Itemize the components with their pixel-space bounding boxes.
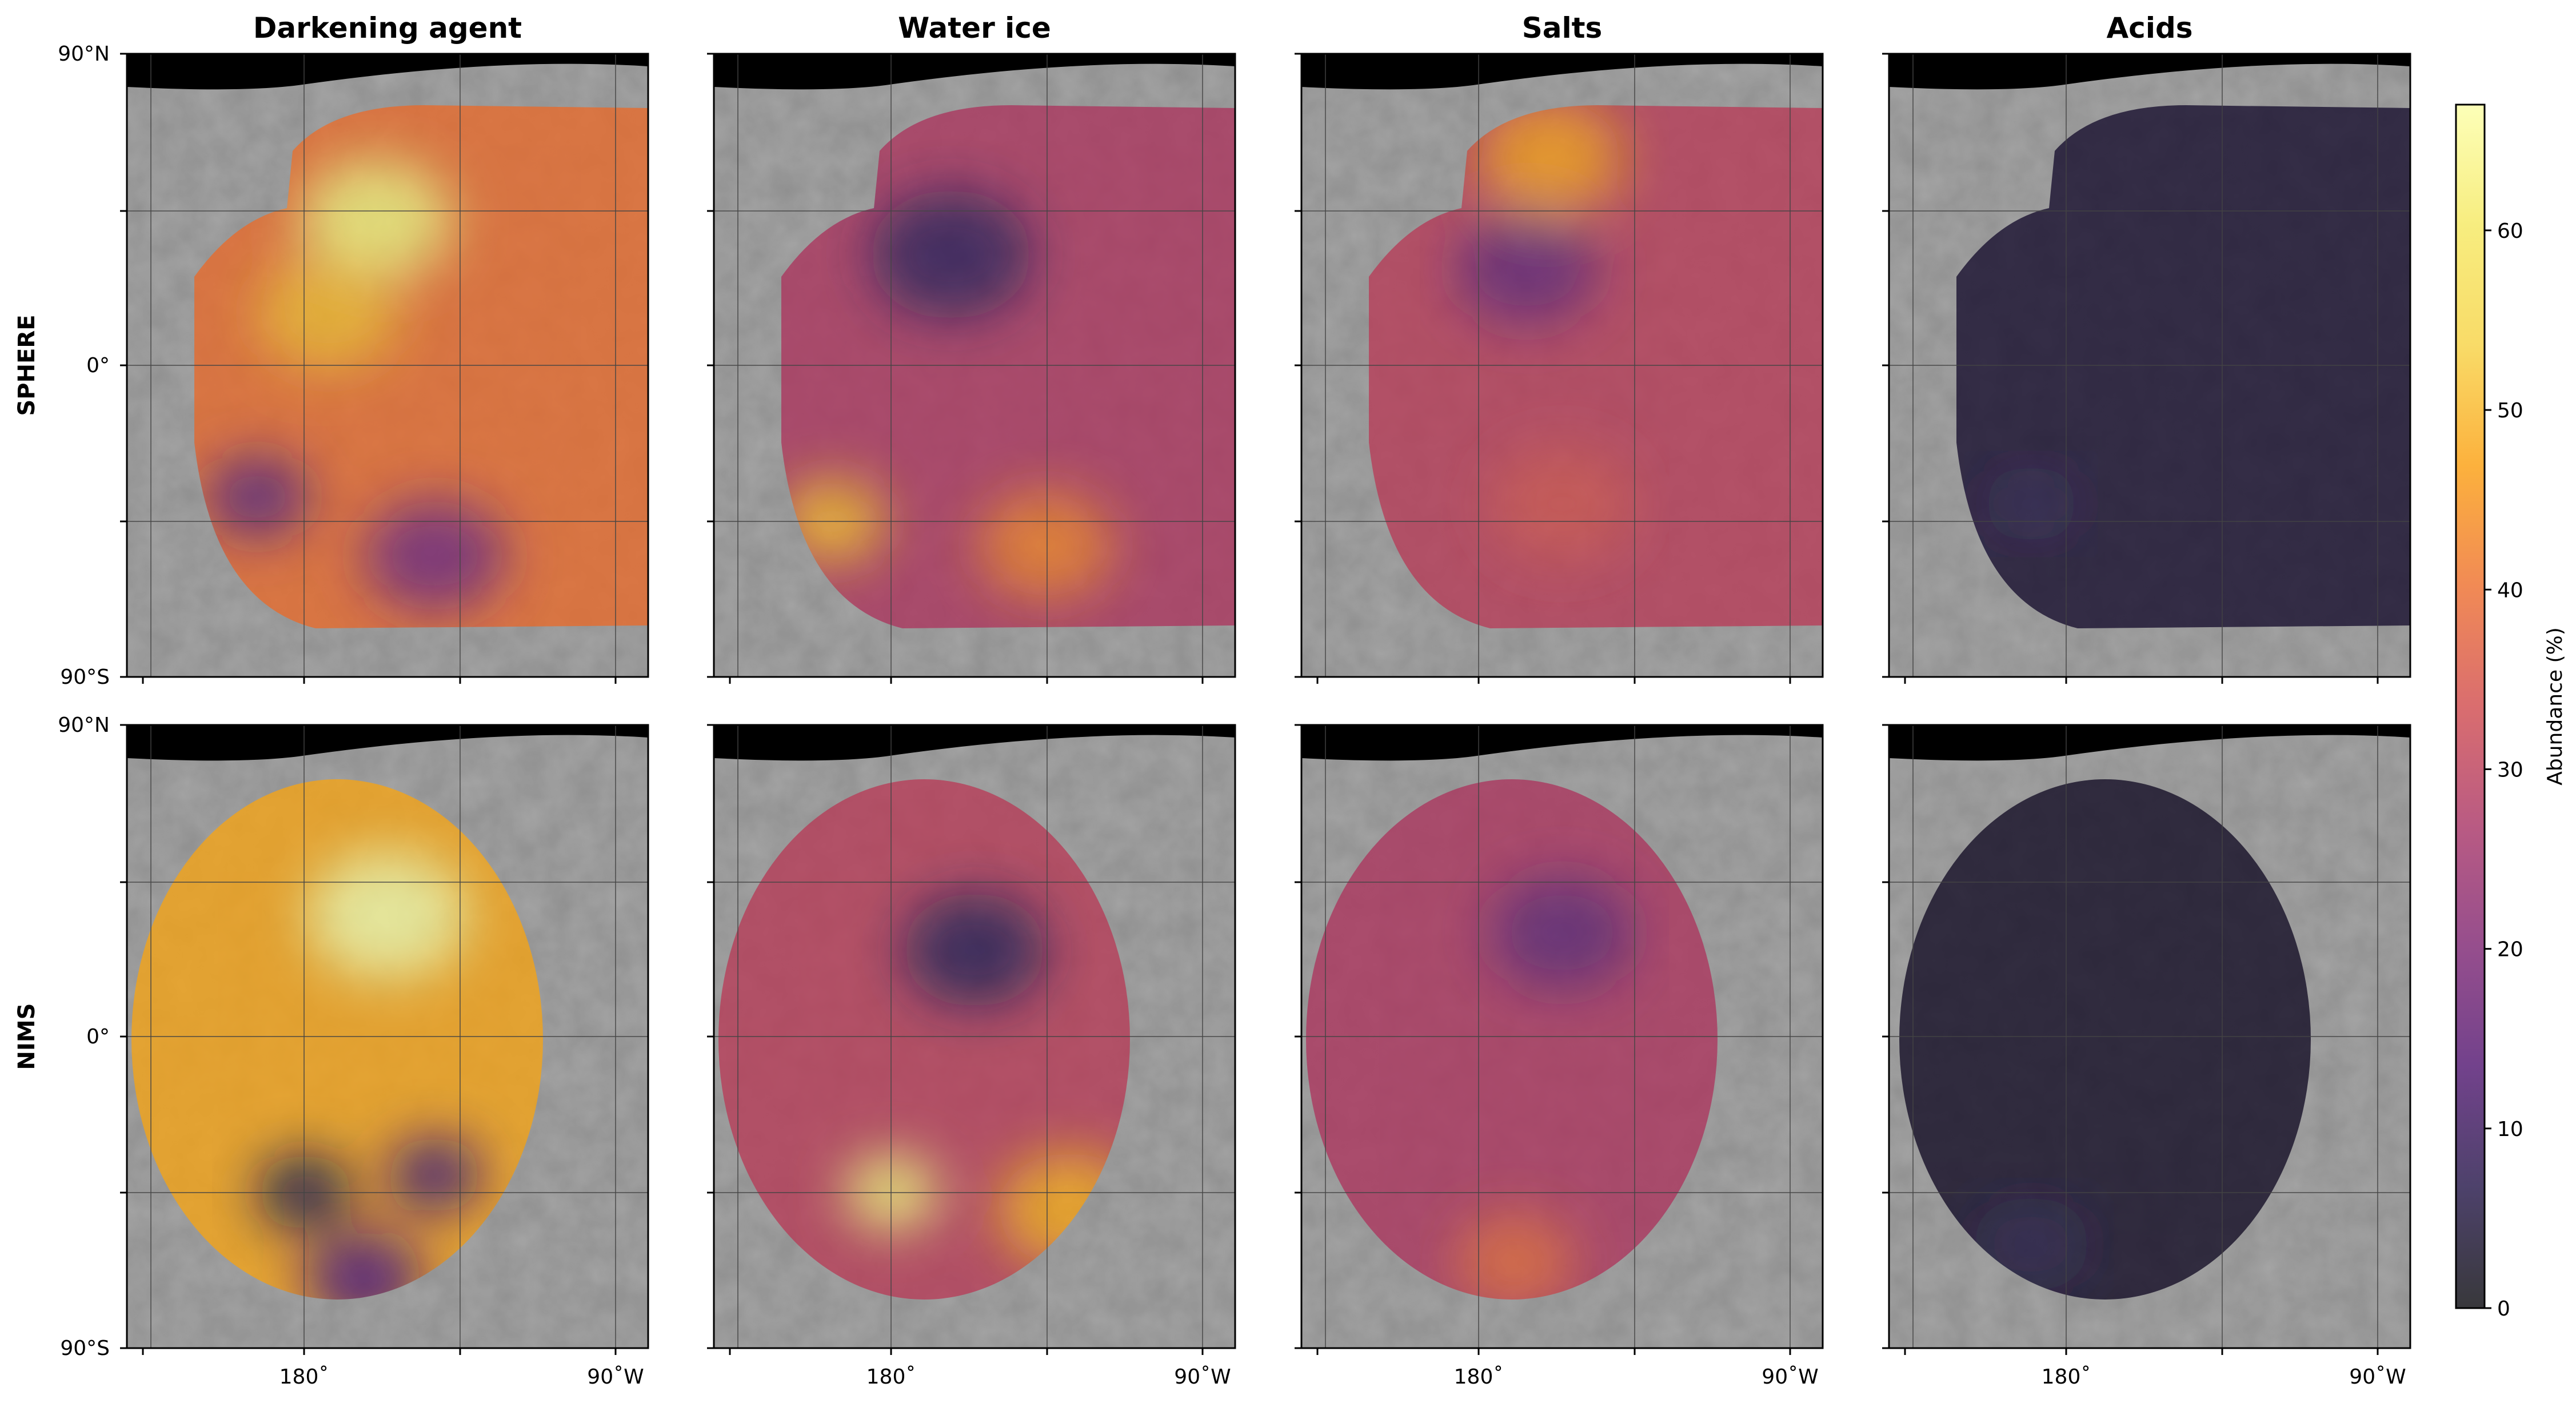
lon-tick-180-col4: 180˚ xyxy=(2042,1365,2091,1389)
abundance-region xyxy=(1455,211,1598,325)
no-data-cap xyxy=(714,725,1235,761)
abundance-region xyxy=(299,159,452,281)
abundance-region xyxy=(205,455,310,539)
no-data-cap xyxy=(1301,54,1823,90)
lat-tick-90n-row1: 90°N xyxy=(58,42,110,66)
map-panel-sphere-1 xyxy=(707,53,1236,684)
no-data-cap xyxy=(1889,725,2410,761)
map-panel-sphere-0 xyxy=(120,53,649,684)
abundance-base xyxy=(1306,779,1718,1300)
lat-tick-90n-row2: 90°N xyxy=(58,714,110,737)
no-data-cap xyxy=(1301,725,1823,761)
colorbar-tick-label: 60 xyxy=(2497,220,2523,243)
abundance-region xyxy=(1479,105,1622,215)
abundance-region xyxy=(388,1137,482,1213)
abundance-region xyxy=(979,492,1112,599)
colorbar-tick-label: 10 xyxy=(2497,1118,2523,1141)
abundance-overlay xyxy=(1899,779,2311,1300)
column-title-salts: Salts xyxy=(1522,11,1603,45)
no-data-cap xyxy=(1889,54,2410,90)
map-panel-nims-1 xyxy=(707,724,1236,1355)
lat-tick-90s-row1: 90°S xyxy=(60,665,110,689)
map-panel-nims-2 xyxy=(1295,724,1824,1355)
row-label-nims: NIMS xyxy=(14,1003,40,1070)
abundance-region xyxy=(1491,447,1634,561)
column-title-water-ice: Water ice xyxy=(898,11,1051,45)
lon-tick-90w-col4: 90˚W xyxy=(2349,1365,2406,1389)
column-title-acids: Acids xyxy=(2106,11,2192,45)
lon-tick-180-col3: 180˚ xyxy=(1454,1365,1504,1389)
map-panel-sphere-3 xyxy=(1882,53,2411,684)
lat-tick-90s-row2: 90°S xyxy=(60,1337,110,1360)
lat-tick-0-row2: 0° xyxy=(86,1025,110,1049)
abundance-region xyxy=(870,190,1032,319)
abundance-region xyxy=(257,256,400,370)
column-title-darkening-agent: Darkening agent xyxy=(253,11,522,45)
colorbar xyxy=(2456,105,2485,1308)
map-panel-nims-0 xyxy=(120,724,649,1355)
abundance-overlay xyxy=(194,105,648,628)
colorbar-tick-label: 40 xyxy=(2497,579,2523,602)
abundance-overlay xyxy=(781,105,1235,628)
abundance-region xyxy=(903,893,1046,1007)
colorbar-tick-label: 50 xyxy=(2497,399,2523,423)
lon-tick-180-col2: 180˚ xyxy=(866,1365,916,1389)
abundance-region xyxy=(307,851,468,980)
abundance-region xyxy=(1455,1214,1574,1300)
lon-tick-90w-col2: 90˚W xyxy=(1174,1365,1231,1389)
map-panel-nims-3 xyxy=(1882,724,2411,1355)
colorbar-tick-label: 0 xyxy=(2497,1297,2510,1321)
lon-tick-90w-col3: 90˚W xyxy=(1762,1365,1818,1389)
abundance-region xyxy=(1491,875,1634,990)
row-label-sphere: SPHERE xyxy=(14,314,40,416)
colorbar-tick-label: 30 xyxy=(2497,758,2523,782)
abundance-base xyxy=(1899,779,2311,1300)
lon-tick-90w-col1: 90˚W xyxy=(587,1365,644,1389)
colorbar-label: Abundance (%) xyxy=(2543,627,2567,786)
lon-tick-180-col1: 180˚ xyxy=(279,1365,329,1389)
abundance-overlay xyxy=(131,779,543,1300)
no-data-cap xyxy=(127,54,648,90)
abundance-region xyxy=(1983,465,2079,542)
lat-tick-0-row1: 0° xyxy=(86,354,110,377)
colorbar-tick-label: 20 xyxy=(2497,938,2523,962)
abundance-region xyxy=(364,499,506,613)
abundance-region xyxy=(304,1231,424,1300)
no-data-cap xyxy=(714,54,1235,90)
colorbar-frame xyxy=(2455,103,2486,1309)
map-panel-sphere-2 xyxy=(1295,53,1824,684)
abundance-overlay xyxy=(1306,779,1718,1300)
no-data-cap xyxy=(127,725,648,761)
